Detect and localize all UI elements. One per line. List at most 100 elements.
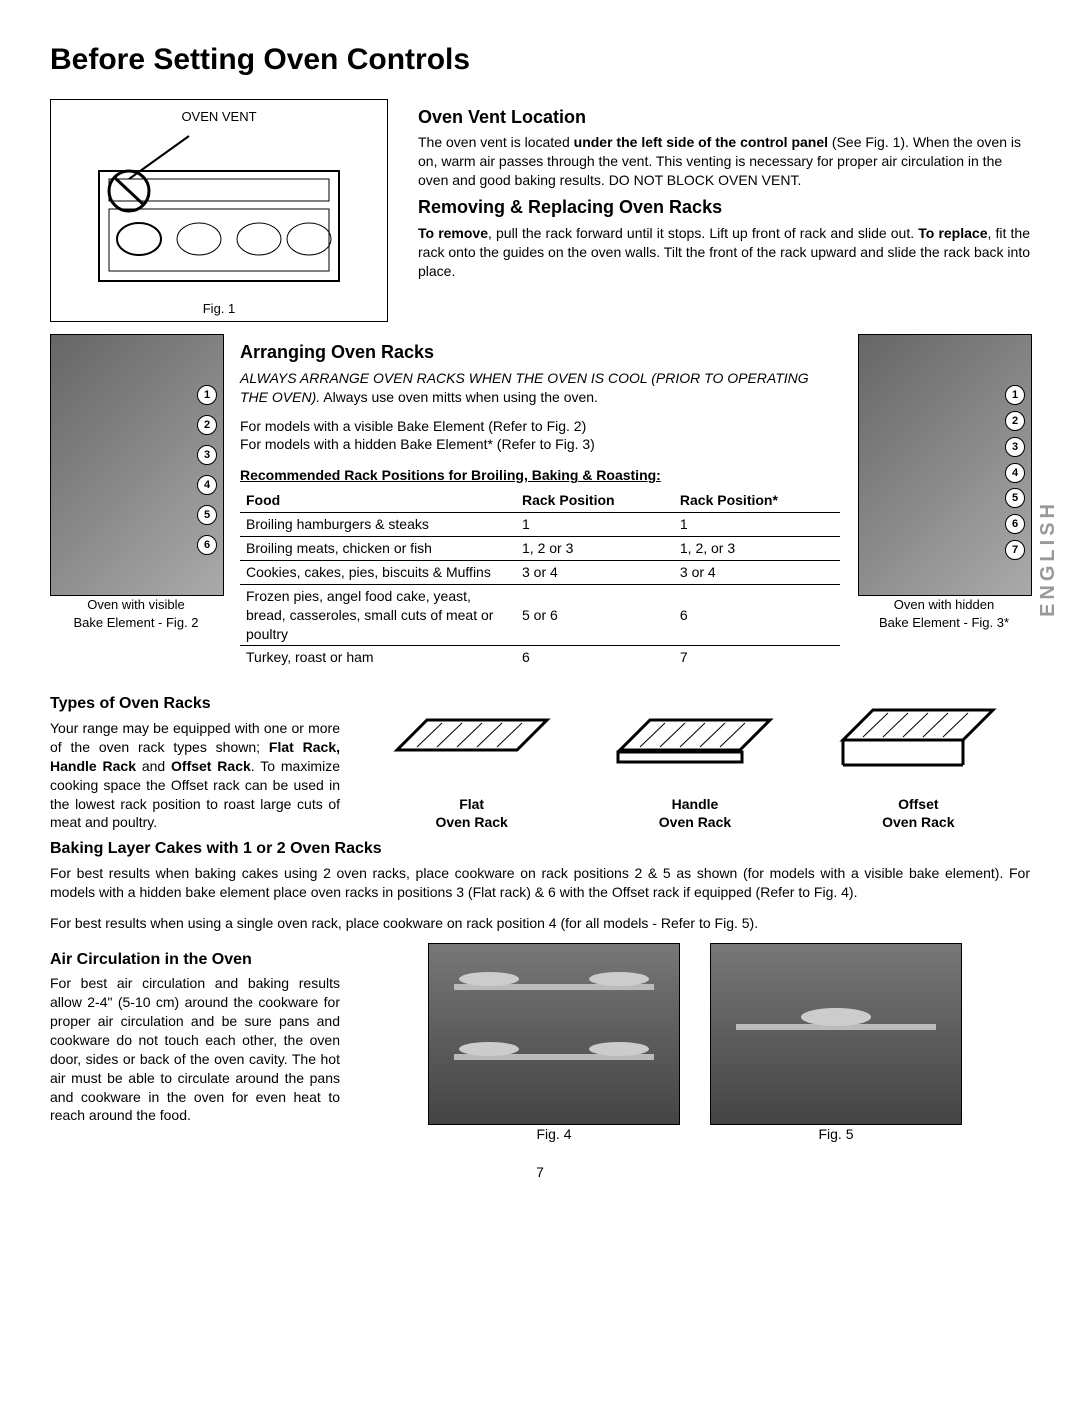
table-title: Recommended Rack Positions for Broiling,… [240,466,840,485]
types-body: Your range may be equipped with one or m… [50,719,340,832]
types-mid: and [136,758,171,774]
table-row: Cookies, cakes, pies, biscuits & Muffins… [240,560,840,584]
rack-type-figure: Flat Oven Rack [387,690,557,833]
rack-position-badge: 6 [1005,514,1025,534]
air-row: Air Circulation in the Oven For best air… [50,943,1030,1144]
vent-heading: Oven Vent Location [418,105,1030,129]
rack-label-bold: Flat [459,796,484,812]
top-text: Oven Vent Location The oven vent is loca… [418,99,1030,323]
table-header: Rack Position [516,489,674,512]
table-row: Turkey, roast or ham67 [240,646,840,669]
rack-label-bold: Handle [672,796,719,812]
fig2-caption2: Bake Element - Fig. 2 [50,614,222,632]
vent-body: The oven vent is located under the left … [418,133,1030,190]
fig5-image [710,943,962,1125]
types-heading: Types of Oven Racks [50,693,340,715]
fig3-caption1: Oven with hidden [858,596,1030,614]
rack-position-badge: 7 [1005,540,1025,560]
table-cell: Frozen pies, angel food cake, yeast, bre… [240,584,516,646]
table-cell: 6 [516,646,674,669]
types-row: Types of Oven Racks Your range may be eq… [50,687,1030,832]
rack-position-badge: 3 [1005,437,1025,457]
table-cell: Cookies, cakes, pies, biscuits & Muffins [240,560,516,584]
table-cell: 3 or 4 [674,560,840,584]
table-cell: 5 or 6 [516,584,674,646]
rack-label-sub: Oven Rack [435,814,507,830]
language-tab: ENGLISH [1035,500,1062,617]
rack-position-badge: 6 [197,535,217,555]
air-body: For best air circulation and baking resu… [50,974,340,1125]
rack-type-figure: Handle Oven Rack [610,690,780,833]
rack-position-badge: 3 [197,445,217,465]
rack-label-sub: Oven Rack [882,814,954,830]
table-cell: 3 or 4 [516,560,674,584]
rack-label-bold: Offset [898,796,938,812]
baking-p2: For best results when using a single ove… [50,914,1030,933]
table-cell: 1 [516,513,674,537]
fig2-image: 1 2 3 4 5 6 [50,334,224,596]
remove-text1: , pull the rack forward until it stops. … [488,225,918,241]
arranging-intro: ALWAYS ARRANGE OVEN RACKS WHEN THE OVEN … [240,369,840,407]
rack-position-badge: 1 [197,385,217,405]
rack-positions-table: FoodRack PositionRack Position* Broiling… [240,489,840,669]
fig1-label: OVEN VENT [59,108,379,126]
rack-position-badge: 2 [1005,411,1025,431]
table-cell: 1, 2 or 3 [516,537,674,561]
arranging-tail: Always use oven mitts when using the ove… [320,389,598,405]
table-cell: Turkey, roast or ham [240,646,516,669]
table-header: Food [240,489,516,512]
baking-p1: For best results when baking cakes using… [50,864,1030,902]
fig3-caption2: Bake Element - Fig. 3* [858,614,1030,632]
figure-4: Fig. 4 [428,943,680,1144]
figure-3: 1 2 3 4 5 6 7 Oven with hidden Bake Element - … [858,334,1030,669]
table-cell: 7 [674,646,840,669]
arranging-row: 1 2 3 4 5 6 Oven with visible Bake Element - … [50,334,1030,669]
top-row: OVEN VENT Fig. 1 Oven Vent Location The … [50,99,1030,323]
arranging-note2: For models with a hidden Bake Element* (… [240,435,840,454]
page-title: Before Setting Oven Controls [50,40,1030,81]
fig1-caption: Fig. 1 [59,300,379,318]
remove-bold1: To remove [418,225,488,241]
table-cell: Broiling hamburgers & steaks [240,513,516,537]
remove-bold2: To replace [918,225,987,241]
rack-label-sub: Oven Rack [659,814,731,830]
rack-position-badge: 5 [1005,488,1025,508]
table-header: Rack Position* [674,489,840,512]
oven-vent-diagram [69,131,369,291]
air-heading: Air Circulation in the Oven [50,949,340,971]
arranging-heading: Arranging Oven Racks [240,340,840,364]
rack-position-badge: 1 [1005,385,1025,405]
figure-1: OVEN VENT Fig. 1 [50,99,388,323]
fig4-caption: Fig. 4 [428,1125,680,1144]
remove-body: To remove, pull the rack forward until i… [418,224,1030,281]
fig5-caption: Fig. 5 [710,1125,962,1144]
rack-position-badge: 4 [197,475,217,495]
rack-type-figure: Offset Oven Rack [833,690,1003,833]
table-row: Broiling meats, chicken or fish1, 2 or 3… [240,537,840,561]
table-row: Frozen pies, angel food cake, yeast, bre… [240,584,840,646]
baking-heading: Baking Layer Cakes with 1 or 2 Oven Rack… [50,838,1030,860]
page-number: 7 [50,1163,1030,1182]
table-cell: 1 [674,513,840,537]
table-cell: 6 [674,584,840,646]
fig2-caption1: Oven with visible [50,596,222,614]
vent-line-a-bold: under the left side of the control panel [574,134,828,150]
vent-line-a: The oven vent is located [418,134,574,150]
air-figures: Fig. 4 Fig. 5 [360,943,1030,1144]
rack-position-badge: 5 [197,505,217,525]
remove-heading: Removing & Replacing Oven Racks [418,195,1030,219]
arranging-note1: For models with a visible Bake Element (… [240,417,840,436]
table-cell: 1, 2, or 3 [674,537,840,561]
rack-figures: Flat Oven Rack Handle Oven Rack Offset Oven R… [360,687,1030,832]
air-text-col: Air Circulation in the Oven For best air… [50,943,340,1144]
types-bold2: Offset Rack [171,758,251,774]
arranging-text: Arranging Oven Racks ALWAYS ARRANGE OVEN… [240,334,840,669]
fig4-image [428,943,680,1125]
types-text: Types of Oven Racks Your range may be eq… [50,687,340,832]
rack-position-badge: 2 [197,415,217,435]
table-row: Broiling hamburgers & steaks11 [240,513,840,537]
fig3-image: 1 2 3 4 5 6 7 [858,334,1032,596]
figure-5: Fig. 5 [710,943,962,1144]
table-cell: Broiling meats, chicken or fish [240,537,516,561]
rack-position-badge: 4 [1005,463,1025,483]
